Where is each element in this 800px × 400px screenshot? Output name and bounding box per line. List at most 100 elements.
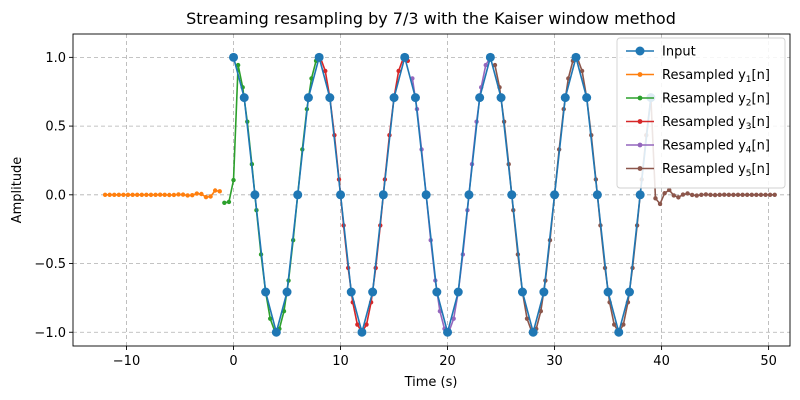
series-point <box>176 192 181 197</box>
series-point <box>689 192 695 198</box>
y-tick-label: −1.0 <box>34 326 66 341</box>
legend-label: Input <box>662 45 696 60</box>
series-point <box>735 192 741 198</box>
y-axis-label: Amplitude <box>10 157 25 224</box>
series-point <box>758 192 764 198</box>
series-point <box>657 201 663 207</box>
input-point <box>560 93 570 103</box>
series-point <box>667 187 672 193</box>
series-point <box>671 193 677 198</box>
series-point <box>699 192 704 197</box>
series-point <box>217 189 222 194</box>
series-point <box>180 192 186 197</box>
series-point <box>621 322 626 327</box>
series-point <box>676 195 681 200</box>
legend-entry: Resampled y4[n] <box>626 139 770 156</box>
series-point <box>364 322 369 327</box>
axes-frame <box>72 33 791 347</box>
legend-label: Resampled y2[n] <box>662 92 770 109</box>
series-point <box>722 192 727 197</box>
input-point <box>250 190 260 200</box>
series-point <box>524 316 530 321</box>
input-point <box>357 327 367 337</box>
series-point <box>212 188 218 193</box>
input-point <box>261 287 271 297</box>
input-point <box>303 93 313 103</box>
series-point <box>116 192 122 198</box>
legend-marker <box>637 142 643 148</box>
series-point <box>611 322 617 327</box>
series-point <box>148 192 154 198</box>
series-point <box>231 177 236 183</box>
series-point <box>153 192 158 198</box>
input-point <box>400 52 410 62</box>
series-point <box>323 68 328 74</box>
series-input <box>229 52 656 337</box>
series-point <box>703 192 709 197</box>
series-1 <box>102 188 222 200</box>
input-point <box>229 52 239 62</box>
series-point <box>135 192 140 198</box>
input-point <box>582 93 592 103</box>
legend-entry: Input <box>626 45 696 60</box>
input-point <box>282 287 292 297</box>
x-tick-label: 30 <box>546 354 563 369</box>
series-point <box>749 192 754 198</box>
x-axis: −10 0 10 20 30 40 50 <box>113 346 777 369</box>
input-point <box>485 52 495 62</box>
series-point <box>767 192 773 198</box>
input-point <box>421 190 431 200</box>
input-point <box>528 327 538 337</box>
input-point <box>443 327 453 337</box>
input-point <box>314 52 324 62</box>
series-point <box>162 192 167 197</box>
series-point <box>685 191 690 196</box>
legend-marker <box>637 166 643 171</box>
legend-box <box>616 37 786 189</box>
series-point <box>726 192 732 198</box>
series-point <box>712 192 718 198</box>
legend-entry: Resampled y2[n] <box>626 92 770 109</box>
input-point <box>432 287 442 297</box>
series-point <box>185 193 190 198</box>
series-point <box>235 62 241 68</box>
series-point <box>199 191 204 197</box>
series-point <box>754 192 759 198</box>
series-point <box>112 192 117 198</box>
input-point <box>239 93 249 103</box>
series-2 <box>222 58 319 334</box>
input-point <box>346 287 356 297</box>
input-point <box>368 287 378 297</box>
input-point <box>271 327 281 337</box>
legend-marker <box>635 46 645 56</box>
input-line <box>232 54 652 336</box>
series-point <box>483 62 488 68</box>
x-tick-label: 10 <box>332 354 349 369</box>
legend-label: Resampled y1[n] <box>662 68 770 85</box>
input-point <box>464 190 474 200</box>
legend-marker <box>637 72 643 77</box>
input-point <box>378 190 388 200</box>
x-tick-label: −10 <box>113 354 140 369</box>
series-point <box>653 196 658 201</box>
input-point <box>550 190 560 200</box>
input-point <box>453 287 463 297</box>
series-point <box>268 316 273 321</box>
series-point <box>492 62 498 68</box>
input-point <box>539 287 549 297</box>
y-tick-label: 1.0 <box>45 51 66 66</box>
series-point <box>396 68 401 74</box>
input-point <box>293 190 303 200</box>
series-point <box>731 192 736 198</box>
series-point <box>680 192 686 197</box>
series-point <box>451 316 456 321</box>
input-point <box>336 190 346 200</box>
series-point <box>130 192 135 198</box>
input-point <box>475 93 485 103</box>
series-point <box>222 200 227 205</box>
series-point <box>203 194 209 200</box>
series-point <box>772 192 777 198</box>
y-tick-label: −0.5 <box>34 257 66 272</box>
input-point <box>325 93 335 103</box>
